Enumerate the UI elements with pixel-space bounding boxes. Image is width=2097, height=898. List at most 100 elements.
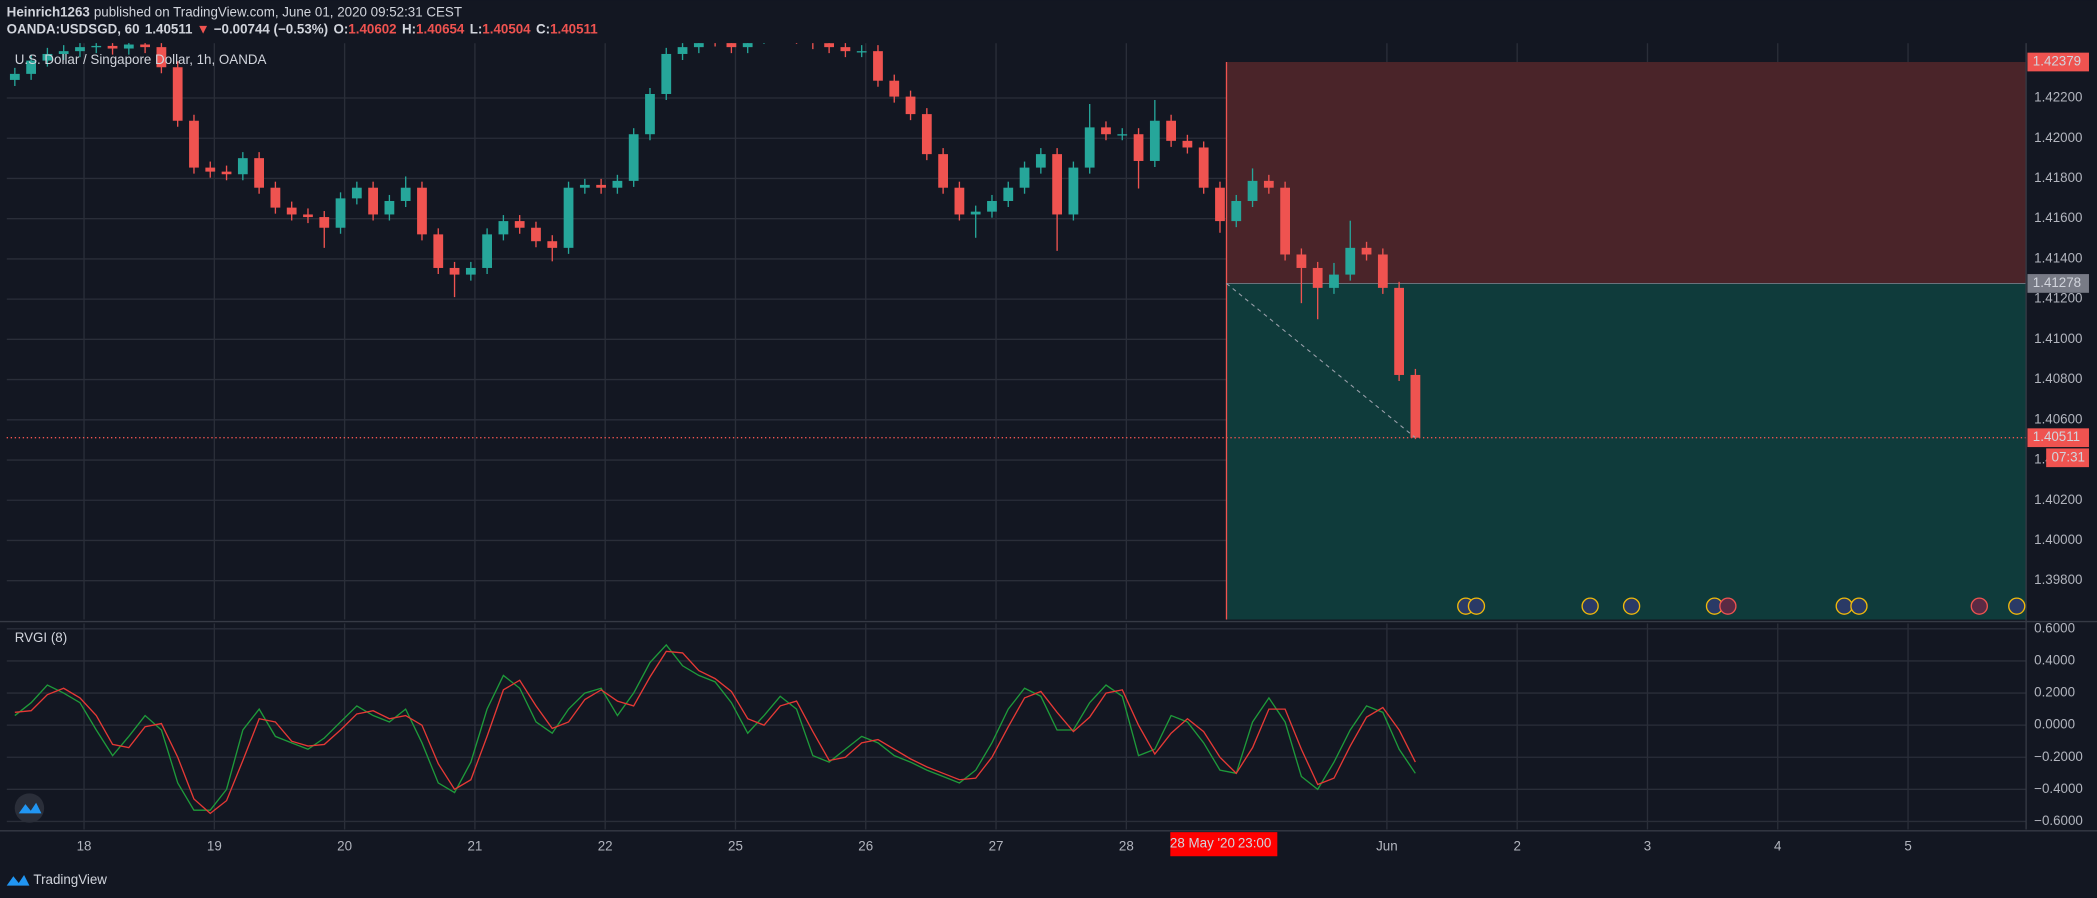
event-icon xyxy=(1622,597,1641,615)
stop-zone xyxy=(1226,62,2027,284)
candle-body xyxy=(449,267,460,275)
x-tick-label: 3 xyxy=(1644,838,1651,853)
event-icons xyxy=(1457,597,2026,615)
x-tick-label: 22 xyxy=(598,838,613,853)
candle-body xyxy=(1280,187,1291,255)
x-tick-label: 18 xyxy=(77,838,92,853)
candle-body xyxy=(547,241,558,248)
candle-body xyxy=(417,187,427,235)
candle-body xyxy=(514,221,525,228)
header: Heinrich1263 published on TradingView.com… xyxy=(7,4,462,19)
event-icon xyxy=(1850,597,1868,615)
candle-body xyxy=(1068,167,1079,215)
candle-body xyxy=(1003,187,1014,201)
candle-body xyxy=(612,180,623,188)
candle-body xyxy=(400,187,411,201)
candle-body xyxy=(91,45,102,48)
candle-body xyxy=(1084,127,1095,168)
candle-body xyxy=(1296,254,1307,268)
event-icon xyxy=(1467,597,1486,615)
y-tick-label: 0.2000 xyxy=(2034,685,2075,700)
close-label: C: xyxy=(536,21,550,36)
event-icon xyxy=(1970,597,1989,615)
candle-body xyxy=(303,214,313,218)
candle-body xyxy=(465,267,476,275)
x-tick-label: 27 xyxy=(989,838,1004,853)
y-tick-label: 1.40800 xyxy=(2034,371,2082,386)
candle-body xyxy=(270,187,281,208)
candle-body xyxy=(384,200,395,215)
y-tick-label: 0.0000 xyxy=(2034,717,2075,732)
candle-body xyxy=(726,43,737,48)
author: Heinrich1263 xyxy=(7,4,90,19)
candle-body xyxy=(107,45,118,49)
logo-icon xyxy=(18,802,42,814)
candle-body xyxy=(628,134,639,181)
main-pane xyxy=(6,43,2027,620)
logo-badge xyxy=(14,793,45,823)
candle-body xyxy=(205,167,216,172)
y-tick-label: 1.41000 xyxy=(2034,331,2082,346)
candle-body xyxy=(1035,154,1046,168)
price-badge xyxy=(2027,52,2089,72)
x-tick-label: 19 xyxy=(207,838,222,853)
candle-body xyxy=(889,80,900,97)
quote: OANDA:USDSGD, 60 1.40511 ▼ −0.00744 (−0.53%… xyxy=(7,21,599,36)
rvgi-line xyxy=(14,650,1416,815)
y-tick-label: 1.41200 xyxy=(2034,291,2082,306)
candle-body xyxy=(1117,134,1128,136)
candle-body xyxy=(286,207,297,215)
low: 1.40504 xyxy=(482,21,531,36)
y-tick-label: 0.6000 xyxy=(2034,620,2075,635)
candle-body xyxy=(498,221,509,235)
candle-body xyxy=(1166,120,1177,141)
candle-body xyxy=(596,184,607,188)
published: published on TradingView.com, June 01, 2… xyxy=(94,4,462,19)
trend-line xyxy=(1226,283,1416,439)
candle-body xyxy=(254,158,265,188)
chart-title: U.S. Dollar / Singapore Dollar, 1h, OAND… xyxy=(15,52,267,67)
candle-body xyxy=(1101,127,1111,135)
x-tick-label: 20 xyxy=(337,838,352,853)
candle-body xyxy=(1231,200,1242,222)
candle-body xyxy=(677,47,688,54)
candle-body xyxy=(58,51,69,54)
candle-body xyxy=(1345,247,1356,275)
y-tick-label: −0.6000 xyxy=(2034,813,2083,828)
candle-body xyxy=(351,187,362,199)
candle-body xyxy=(75,47,85,52)
candle-body xyxy=(433,234,444,268)
rvgi-line xyxy=(14,643,1416,811)
candle-body xyxy=(172,67,183,121)
x-tick-label: 25 xyxy=(728,838,743,853)
candle-body xyxy=(1198,147,1209,188)
x-tick-label: 4 xyxy=(1774,838,1782,853)
y-tick-label: −0.4000 xyxy=(2034,781,2083,796)
countdown-label: 07:31 xyxy=(2052,449,2085,464)
candle-body xyxy=(1361,247,1372,255)
candle-body xyxy=(1263,180,1274,188)
event-icon xyxy=(2008,597,2026,615)
candle-body xyxy=(482,234,493,268)
x-tick-label: 5 xyxy=(1904,838,1911,853)
candle-body xyxy=(938,154,949,188)
candle-body xyxy=(335,198,346,228)
event-icon xyxy=(1581,597,1599,615)
last: 1.40511 xyxy=(145,21,193,36)
candle-body xyxy=(1247,180,1258,201)
low-label: L: xyxy=(470,21,483,36)
y-tick-label: 1.41800 xyxy=(2034,170,2082,185)
y-tick-label: 1.40200 xyxy=(2034,492,2082,507)
candle-body xyxy=(140,44,151,48)
cursor-time: 23:00 xyxy=(1238,836,1271,851)
footer-logo xyxy=(6,874,30,886)
plot-layer: 1.398001.400001.402001.404001.406001.408… xyxy=(0,43,2097,857)
cursor-badge xyxy=(1170,832,1278,857)
candle-body xyxy=(856,51,867,53)
event-icon xyxy=(1719,597,1737,615)
price-badge-label: 1.41278 xyxy=(2033,275,2081,290)
high: 1.40654 xyxy=(416,21,465,36)
candle-body xyxy=(693,43,704,48)
candle-body xyxy=(987,200,997,212)
